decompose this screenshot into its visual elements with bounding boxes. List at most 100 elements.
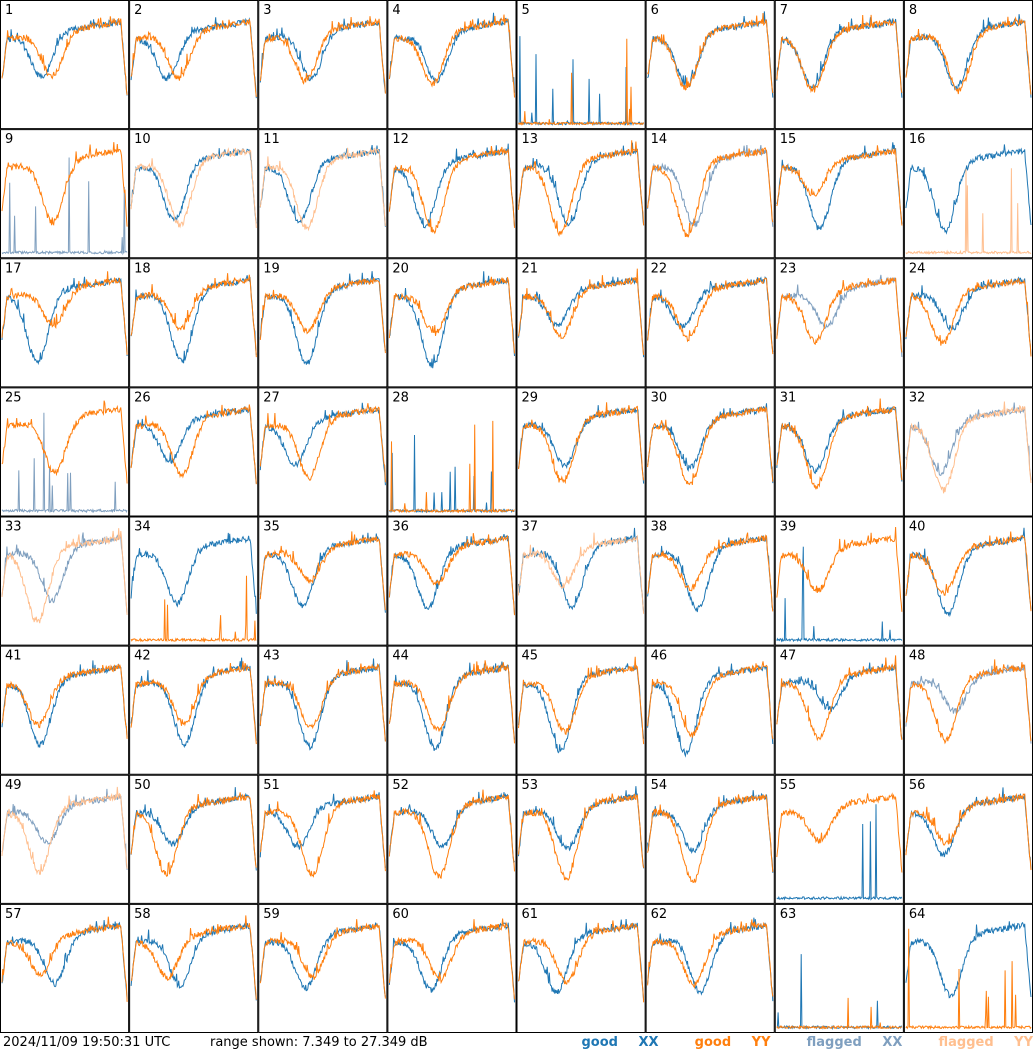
panel-number: 47 (780, 649, 797, 664)
panel-frame (387, 258, 517, 388)
spectrum-line-yy (130, 575, 257, 643)
spectrum-line-yy (259, 277, 386, 354)
spectrum-line-yy (1, 786, 128, 876)
panel-frame (387, 0, 517, 130)
antenna-panel-55: 55 (774, 774, 904, 904)
panel-number: 11 (263, 132, 280, 147)
spectrum-line-yy (518, 38, 645, 127)
panel-number: 24 (909, 261, 926, 276)
panel-number: 7 (780, 3, 788, 18)
antenna-panel-31: 31 (774, 387, 904, 517)
antenna-panel-25: 25 (0, 387, 130, 517)
panel-frame (258, 258, 388, 388)
spectrum-line-xx (776, 406, 903, 482)
panel-number: 45 (522, 649, 539, 664)
spectrum-line-xx (647, 276, 774, 353)
spectrum-line-yy (776, 997, 903, 1031)
panel-number: 59 (263, 907, 280, 922)
panel-frame (387, 387, 517, 517)
antenna-panel-28: 28 (387, 387, 517, 517)
panel-number: 29 (522, 390, 539, 405)
spectrum-line-yy (647, 277, 774, 355)
antenna-panel-1: 1 (0, 0, 130, 130)
antenna-panel-30: 30 (645, 387, 775, 517)
spectrum-line-yy (130, 915, 257, 1000)
panel-frame (516, 129, 646, 259)
spectrum-line-yy (518, 140, 645, 237)
panel-frame (129, 645, 259, 775)
spectrum-line-xx (130, 922, 257, 1001)
spectrum-line-yy (259, 790, 386, 878)
spectrum-line-xx (647, 663, 774, 758)
panel-frame (387, 516, 517, 646)
panel-frame (516, 0, 646, 130)
spectrum-line-yy (905, 928, 1032, 1031)
spectrum-line-xx (259, 145, 386, 227)
spectrum-line-yy (388, 918, 515, 1000)
spectrum-line-yy (130, 661, 257, 745)
spectrum-line-yy (389, 420, 515, 514)
panel-number: 36 (392, 520, 409, 535)
spectrum-line-xx (388, 434, 515, 514)
spectrum-line-xx (130, 787, 257, 871)
panel-number: 62 (651, 907, 668, 922)
spectrum-line-yy (259, 919, 386, 999)
panel-number: 50 (134, 778, 151, 793)
spectrum-line-yy (1, 664, 128, 739)
spectrum-line-yy (1, 142, 128, 227)
spectrum-line-xx (130, 657, 257, 749)
spectrum-line-xx (1, 788, 128, 870)
spectrum-line-xx (905, 787, 1032, 870)
spectrum-line-xx (776, 804, 903, 901)
antenna-panel-51: 51 (258, 774, 388, 904)
panel-number: 13 (522, 132, 539, 147)
panel-frame (903, 0, 1033, 130)
panel-frame (645, 516, 775, 646)
antenna-panel-14: 14 (645, 129, 775, 259)
panel-number: 54 (651, 778, 668, 793)
panel-number: 2 (134, 3, 142, 18)
antenna-panel-58: 58 (129, 903, 259, 1033)
panel-frame (903, 903, 1033, 1033)
spectrum-line-yy (1, 528, 128, 624)
spectrum-line-xx (388, 922, 515, 1003)
spectrum-line-yy (776, 277, 903, 353)
spectrum-line-yy (259, 403, 386, 483)
panel-frame (129, 774, 259, 904)
antenna-panel-15: 15 (774, 129, 904, 259)
panel-frame (0, 774, 130, 904)
panel-number: 44 (392, 649, 409, 664)
panel-frame (645, 387, 775, 517)
spectrum-line-yy (518, 532, 645, 614)
antenna-panel-49: 49 (0, 774, 130, 904)
panel-number: 10 (134, 132, 151, 147)
panel-frame (0, 0, 130, 130)
spectrum-line-xx (518, 36, 644, 126)
antenna-panel-18: 18 (129, 258, 259, 388)
panel-frame (516, 903, 646, 1033)
panel-number: 17 (5, 261, 22, 276)
antenna-panel-44: 44 (387, 645, 517, 775)
panel-frame (516, 387, 646, 517)
spectrum-line-xx (388, 533, 515, 615)
panel-number: 6 (651, 3, 659, 18)
panel-number: 39 (780, 520, 797, 535)
antenna-panel-56: 56 (903, 774, 1033, 904)
spectrum-line-yy (647, 405, 774, 486)
antenna-panel-52: 52 (387, 774, 517, 904)
spectrum-line-xx (518, 919, 645, 1000)
antenna-panel-9: 9 (0, 129, 130, 259)
spectrum-line-yy (130, 147, 257, 229)
spectrum-line-xx (130, 275, 257, 364)
antenna-panel-37: 37 (516, 516, 646, 646)
panel-frame (774, 129, 904, 259)
spectrum-line-xx (905, 144, 1032, 235)
spectrum-line-xx (518, 527, 645, 612)
panel-number: 23 (780, 261, 797, 276)
spectrum-line-xx (388, 661, 515, 751)
spectrum-line-xx (647, 144, 774, 228)
antenna-panel-41: 41 (0, 645, 130, 775)
spectrum-line-yy (388, 660, 515, 744)
panel-frame (0, 645, 130, 775)
spectrum-line-xx (647, 534, 774, 613)
